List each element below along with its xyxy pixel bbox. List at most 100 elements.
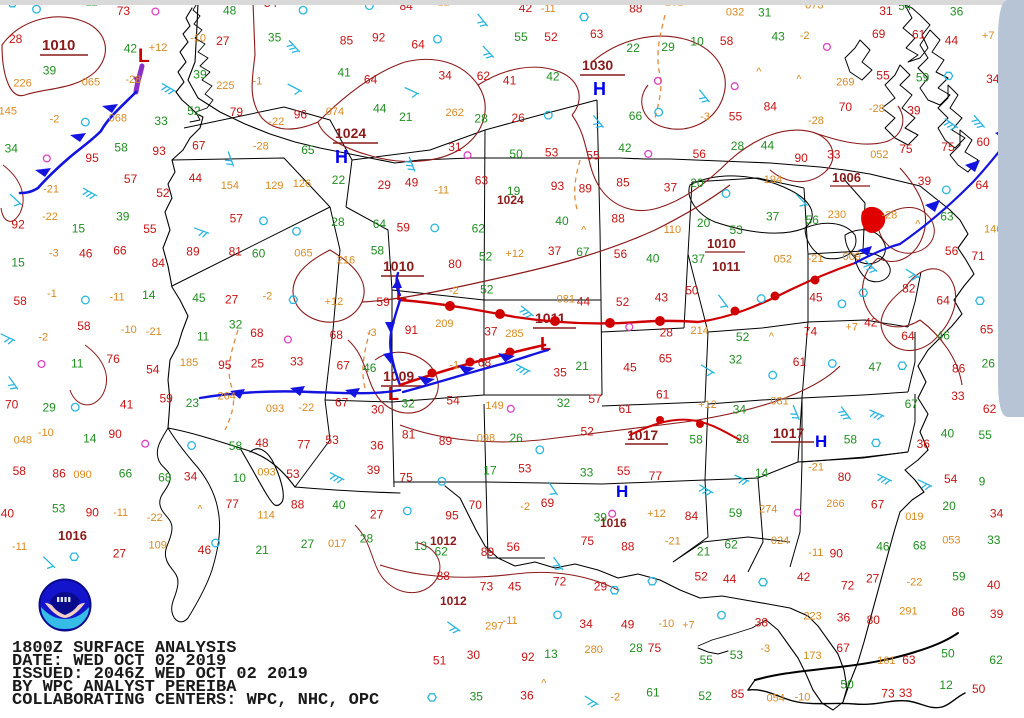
svg-text:28: 28 <box>731 139 745 153</box>
svg-text:43: 43 <box>655 291 669 305</box>
svg-text:39: 39 <box>907 104 921 118</box>
svg-text:185: 185 <box>180 357 198 369</box>
svg-text:090: 090 <box>73 469 91 481</box>
svg-text:-3: -3 <box>367 327 377 339</box>
svg-text:-3: -3 <box>49 248 59 260</box>
svg-text:15: 15 <box>11 256 25 270</box>
svg-text:85: 85 <box>340 34 354 48</box>
svg-text:62: 62 <box>989 653 1003 667</box>
svg-text:17: 17 <box>483 464 497 478</box>
svg-text:43: 43 <box>772 29 786 43</box>
svg-text:67: 67 <box>337 359 351 373</box>
svg-text:62: 62 <box>983 402 997 416</box>
svg-text:081: 081 <box>770 396 788 408</box>
svg-text:42: 42 <box>618 141 632 155</box>
svg-text:46: 46 <box>937 328 951 342</box>
svg-text:73: 73 <box>480 580 494 594</box>
svg-text:89: 89 <box>481 545 495 559</box>
svg-text:28: 28 <box>736 432 750 446</box>
svg-text:58: 58 <box>844 433 858 447</box>
svg-text:56: 56 <box>693 147 707 161</box>
svg-text:80: 80 <box>867 613 881 627</box>
svg-text:13: 13 <box>414 539 428 553</box>
svg-text:61: 61 <box>793 355 807 369</box>
svg-text:14: 14 <box>142 288 156 302</box>
svg-text:53: 53 <box>518 462 532 476</box>
svg-text:19: 19 <box>507 184 521 198</box>
svg-text:70: 70 <box>5 397 19 411</box>
svg-text:1010: 1010 <box>42 37 75 54</box>
svg-text:41: 41 <box>120 398 134 412</box>
svg-text:-2: -2 <box>38 332 48 344</box>
svg-text:42: 42 <box>124 41 138 55</box>
svg-text:40: 40 <box>1 506 15 520</box>
svg-text:33: 33 <box>827 147 841 161</box>
svg-text:1017: 1017 <box>773 425 804 441</box>
svg-text:053: 053 <box>942 535 960 547</box>
svg-text:61: 61 <box>656 388 670 402</box>
svg-text:48: 48 <box>223 4 237 18</box>
svg-text:+12: +12 <box>505 248 524 260</box>
svg-text:^: ^ <box>796 74 802 86</box>
svg-text:40: 40 <box>555 214 569 228</box>
svg-text:34: 34 <box>439 69 453 83</box>
svg-text:86: 86 <box>952 361 966 375</box>
svg-text:22: 22 <box>626 41 640 55</box>
svg-text:-10: -10 <box>658 618 674 630</box>
svg-text:26: 26 <box>512 111 526 125</box>
svg-text:86: 86 <box>951 605 965 619</box>
svg-text:-22: -22 <box>268 116 284 128</box>
svg-text:14: 14 <box>755 466 769 480</box>
svg-text:074: 074 <box>326 106 344 118</box>
svg-text:44: 44 <box>373 102 387 116</box>
svg-text:33: 33 <box>987 533 1001 547</box>
svg-text:61: 61 <box>646 686 660 700</box>
svg-text:28: 28 <box>331 215 345 229</box>
svg-text:69: 69 <box>872 27 886 41</box>
svg-text:114: 114 <box>257 509 275 521</box>
svg-text:41: 41 <box>503 73 517 87</box>
svg-text:27: 27 <box>370 508 384 522</box>
svg-text:^: ^ <box>769 331 775 343</box>
svg-text:-1: -1 <box>449 359 459 371</box>
svg-text:H: H <box>815 432 827 451</box>
svg-text:58: 58 <box>13 464 27 478</box>
svg-text:77: 77 <box>297 437 311 451</box>
svg-text:194: 194 <box>764 174 782 186</box>
svg-text:-3: -3 <box>760 643 770 655</box>
svg-text:59: 59 <box>397 221 411 235</box>
svg-text:+12: +12 <box>149 42 168 54</box>
svg-text:93: 93 <box>551 179 565 193</box>
svg-text:274: 274 <box>759 503 777 515</box>
svg-text:154: 154 <box>221 180 239 192</box>
svg-text:-11: -11 <box>12 541 27 553</box>
svg-text:95: 95 <box>85 151 99 165</box>
svg-text:^: ^ <box>197 504 203 516</box>
svg-text:21: 21 <box>399 110 413 124</box>
svg-text:-2: -2 <box>610 692 620 704</box>
svg-text:-28: -28 <box>869 103 885 115</box>
svg-text:64: 64 <box>364 72 378 86</box>
svg-text:57: 57 <box>230 212 244 226</box>
svg-text:-10: -10 <box>795 692 811 704</box>
svg-text:58: 58 <box>14 294 28 308</box>
svg-text:55: 55 <box>586 148 600 162</box>
svg-text:-21: -21 <box>43 184 59 196</box>
svg-text:36: 36 <box>370 439 384 453</box>
svg-text:70: 70 <box>839 100 853 114</box>
svg-text:88: 88 <box>611 212 625 226</box>
svg-text:67: 67 <box>905 397 919 411</box>
svg-text:91: 91 <box>405 323 419 337</box>
svg-text:28: 28 <box>474 111 488 125</box>
svg-text:52: 52 <box>698 689 712 703</box>
svg-text:32: 32 <box>229 317 243 331</box>
svg-text:-22: -22 <box>298 402 314 414</box>
svg-text:61: 61 <box>912 27 926 41</box>
svg-text:173: 173 <box>803 650 821 662</box>
svg-text:75: 75 <box>581 534 595 548</box>
svg-text:36: 36 <box>837 610 851 624</box>
svg-text:56: 56 <box>614 247 628 261</box>
svg-text:065: 065 <box>294 248 312 260</box>
svg-text:39: 39 <box>43 64 57 78</box>
svg-text:081: 081 <box>557 293 575 305</box>
